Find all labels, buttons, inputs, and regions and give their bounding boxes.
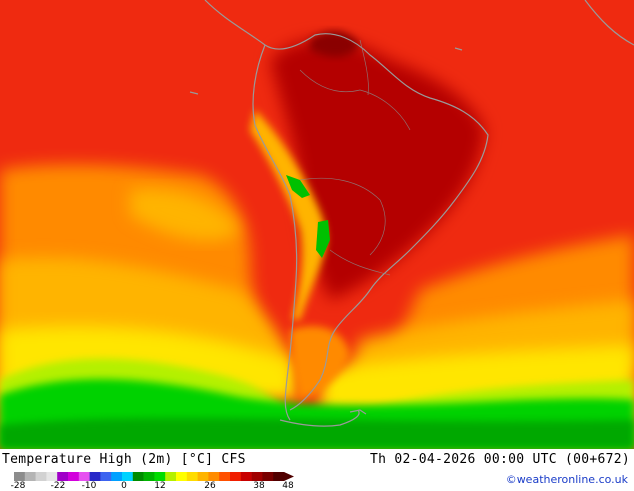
legend-swatch — [230, 472, 242, 481]
pacific-coastline — [252, 44, 298, 421]
southern-ocean-darkgreen — [0, 418, 634, 449]
map-title: Temperature High (2m) [°C] CFS — [2, 452, 246, 467]
legend-swatch — [197, 472, 209, 481]
legend-swatch — [100, 472, 112, 481]
color-legend — [14, 472, 294, 481]
legend-swatch — [35, 472, 47, 481]
legend-tick-7: 38 — [253, 481, 265, 491]
coastlines — [189, 0, 634, 427]
legend-tick-2: -22 — [50, 481, 66, 491]
legend-swatch — [46, 472, 58, 481]
valid-time: Th 02-04-2026 00:00 UTC (00+672) — [369, 452, 630, 467]
legend-tick-6: 26 — [204, 481, 216, 491]
atlantic-coastline — [204, 0, 489, 411]
country-borders — [299, 39, 411, 276]
legend-swatch — [273, 472, 285, 481]
andes-green-patch-2 — [316, 220, 330, 258]
tierra-del-fuego — [279, 409, 360, 427]
border-venezuela — [359, 39, 369, 96]
legend-swatch — [57, 472, 69, 481]
border-north — [299, 69, 411, 131]
andes-green-patch-1 — [286, 175, 310, 198]
legend-arrow-right — [284, 472, 294, 481]
falklands — [349, 409, 367, 415]
legend-swatch — [111, 472, 123, 481]
legend-swatch — [143, 472, 155, 481]
legend-swatch — [240, 472, 252, 481]
legend-swatch — [24, 472, 36, 481]
legend-tick-3: -10 — [81, 481, 97, 491]
legend-swatch — [186, 472, 198, 481]
islands — [189, 47, 463, 95]
legend-swatch — [165, 472, 177, 481]
credit-link[interactable]: ©weatheronline.co.uk — [505, 473, 628, 486]
temperature-map — [0, 0, 634, 449]
andes-cool-ridge — [250, 110, 327, 320]
map-canvas — [0, 0, 634, 449]
africa-coastline — [584, 0, 634, 46]
legend-swatch — [154, 472, 166, 481]
legend-swatch — [262, 472, 274, 481]
legend-swatch — [251, 472, 263, 481]
legend-tick-8: 48 — [282, 481, 294, 491]
legend-swatch — [176, 472, 188, 481]
legend-swatch — [78, 472, 90, 481]
border-south — [329, 249, 391, 276]
legend-swatch — [208, 472, 220, 481]
legend-tick-5: 12 — [154, 481, 166, 491]
patagonia-warm — [290, 326, 350, 400]
legend-swatches — [14, 472, 294, 481]
subtropical-amber — [130, 189, 240, 241]
legend-swatch — [219, 472, 231, 481]
legend-swatch — [89, 472, 101, 481]
legend-tick-1: -28 — [10, 481, 26, 491]
legend-swatch — [122, 472, 134, 481]
border-central — [299, 177, 386, 256]
northern-hot-spot — [310, 30, 360, 57]
legend-swatch — [14, 472, 26, 481]
legend-swatch — [132, 472, 144, 481]
map-footer: Temperature High (2m) [°C] CFS Th 02-04-… — [0, 449, 634, 491]
legend-tick-4: 0 — [121, 481, 127, 491]
legend-swatch — [68, 472, 80, 481]
